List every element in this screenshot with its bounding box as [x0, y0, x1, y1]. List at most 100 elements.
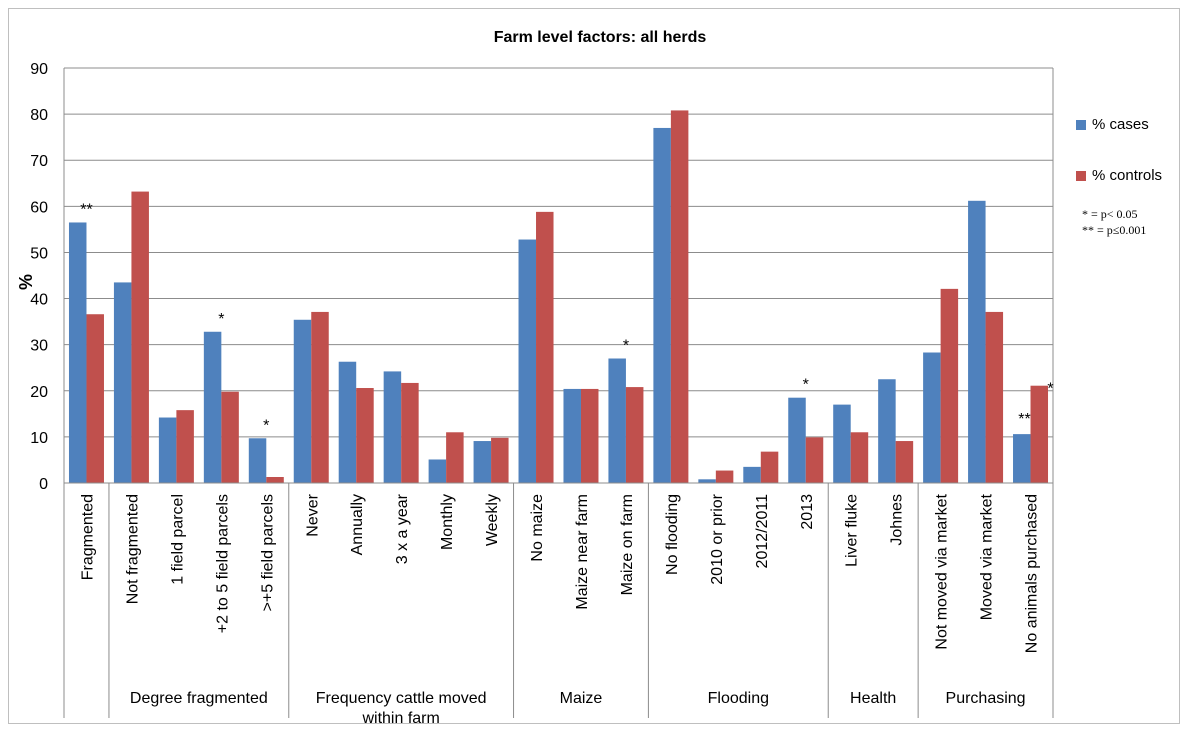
category-label: +2 to 5 field parcels — [214, 494, 231, 633]
y-tick-label: 90 — [30, 61, 48, 78]
legend-label-cases: % cases — [1092, 116, 1149, 133]
bar-controls-11 — [536, 211, 554, 483]
category-label: Annually — [349, 494, 366, 555]
bar-controls-16 — [760, 451, 779, 483]
bar-cases-18 — [833, 404, 851, 483]
y-axis-label: % — [16, 274, 36, 290]
chart-title: Farm level factors: all herds — [494, 29, 707, 46]
category-label: Fragmented — [79, 494, 96, 580]
bar-cases-17 — [788, 397, 806, 483]
bar-cases-11 — [518, 239, 537, 483]
y-tick-label: 0 — [39, 476, 48, 493]
category-label: >+5 field parcels — [259, 494, 276, 611]
bar-controls-13 — [625, 387, 644, 483]
significance-marker: ** — [80, 201, 92, 218]
y-tick-label: 80 — [30, 107, 48, 124]
note-p0001: ** = p≤0.001 — [1082, 223, 1147, 237]
category-label: 3 x a year — [394, 493, 411, 564]
bar-controls-5 — [266, 477, 284, 483]
y-tick-label: 40 — [30, 292, 48, 309]
category-label: Monthly — [439, 494, 456, 550]
bar-cases-3 — [158, 417, 177, 483]
bar-cases-13 — [608, 358, 626, 483]
bar-cases-15 — [698, 479, 716, 483]
category-label: Maize on farm — [619, 494, 636, 595]
bar-cases-5 — [248, 438, 267, 483]
bar-controls-7 — [356, 388, 374, 483]
bar-controls-8 — [401, 382, 419, 483]
significance-marker: * — [1047, 381, 1053, 398]
bar-cases-19 — [878, 379, 896, 483]
category-label: Liver fluke — [844, 494, 861, 567]
bar-cases-12 — [563, 388, 581, 483]
bars — [68, 110, 1049, 484]
bar-cases-6 — [293, 319, 312, 483]
bar-cases-2 — [113, 282, 132, 483]
group-label: Degree fragmented — [130, 690, 268, 707]
legend: % cases % controls — [1076, 116, 1184, 218]
bar-controls-14 — [670, 110, 689, 483]
category-label: Never — [304, 493, 321, 536]
category-label: Moved via market — [979, 493, 996, 620]
bar-controls-9 — [446, 432, 464, 483]
bar-controls-18 — [850, 432, 869, 483]
note-p005: * = p< 0.05 — [1082, 207, 1138, 221]
group-label-line: Degree fragmented — [130, 690, 268, 707]
bar-cases-4 — [203, 331, 222, 483]
significance-notes: * = p< 0.05 ** = p≤0.001 — [1082, 206, 1146, 238]
category-label: Maize near farm — [574, 494, 591, 610]
significance-marker: ** — [1018, 411, 1030, 428]
category-label: Weekly — [484, 494, 501, 546]
y-tick-label: 30 — [30, 338, 48, 355]
bar-cases-14 — [653, 127, 671, 483]
group-label-line: Purchasing — [946, 690, 1026, 707]
bar-controls-10 — [491, 437, 509, 483]
y-tick-label: 20 — [30, 384, 48, 401]
bar-controls-1 — [86, 314, 104, 483]
significance-marker: * — [218, 311, 224, 328]
category-label: No flooding — [664, 494, 681, 575]
significance-marker: * — [803, 377, 809, 394]
bar-controls-22 — [1030, 385, 1049, 483]
group-label: Health — [850, 690, 896, 707]
legend-item-controls: % controls — [1076, 167, 1184, 184]
bar-controls-21 — [985, 311, 1004, 483]
significance-marker: * — [263, 417, 269, 434]
x-axis: Degree fragmented Frequency cattle moved w… — [63, 68, 1054, 727]
group-label: Purchasing — [946, 690, 1026, 707]
bar-controls-4 — [221, 391, 239, 483]
group-label: Flooding — [708, 690, 769, 707]
group-label-line: Flooding — [708, 690, 769, 707]
y-tick-label: 60 — [30, 199, 48, 216]
category-label: 2012/2011 — [754, 494, 771, 569]
bar-cases-20 — [923, 352, 941, 483]
bar-cases-10 — [473, 441, 492, 483]
bar-cases-16 — [743, 466, 761, 483]
category-label: Johnes — [889, 494, 906, 546]
bar-cases-7 — [338, 361, 357, 483]
legend-swatch-controls — [1076, 170, 1086, 181]
group-label-line: Health — [850, 690, 896, 707]
category-label: 2013 — [799, 494, 816, 530]
bar-cases-9 — [428, 459, 447, 483]
bar-cases-8 — [383, 371, 402, 483]
category-label: Not fragmented — [124, 494, 141, 604]
category-label: No maize — [529, 494, 546, 562]
bar-controls-20 — [940, 288, 959, 483]
legend-swatch-cases — [1076, 119, 1086, 130]
significance-markers: ********* — [80, 201, 1053, 434]
category-label: 2010 or prior — [709, 493, 726, 584]
group-label: Frequency cattle moved within farm — [316, 690, 487, 727]
bar-controls-6 — [311, 311, 329, 483]
group-label-line: Frequency cattle moved — [316, 690, 487, 707]
bar-cases-22 — [1013, 434, 1031, 483]
bar-controls-3 — [176, 410, 194, 483]
category-label: Not moved via market — [934, 493, 951, 649]
y-tick-label: 50 — [30, 245, 48, 262]
bar-controls-2 — [131, 191, 149, 484]
y-tick-label: 10 — [30, 430, 48, 447]
category-label: No animals purchased — [1024, 494, 1041, 653]
group-label: Maize — [560, 690, 603, 707]
bar-controls-19 — [895, 441, 914, 483]
